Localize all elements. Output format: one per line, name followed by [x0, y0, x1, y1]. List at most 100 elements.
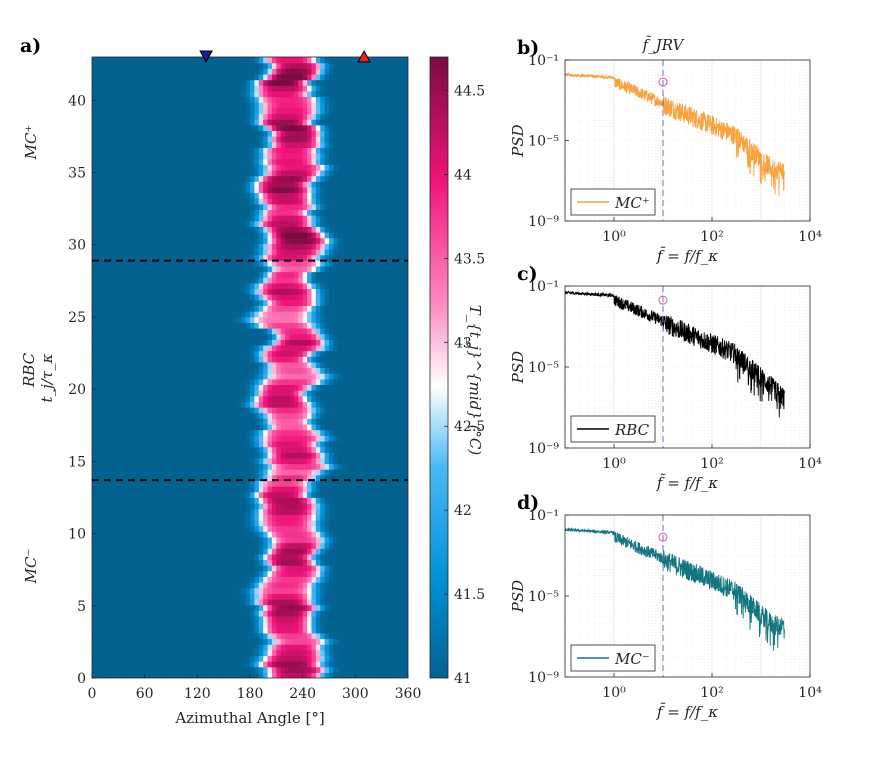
heat-cell [96, 598, 102, 606]
heat-cell [346, 412, 352, 419]
heat-cell [241, 373, 247, 380]
heat-cell [342, 491, 348, 498]
heat-cell [219, 627, 225, 634]
heat-cell [280, 570, 286, 577]
heat-cell [210, 429, 216, 436]
heat-cell [324, 322, 330, 329]
heat-cell [236, 638, 242, 645]
heat-cell [96, 661, 102, 668]
heat-cell [96, 491, 102, 498]
heat-cell [254, 463, 260, 470]
heat-cell [302, 344, 308, 352]
heat-cell [149, 282, 155, 290]
heat-cell [386, 519, 392, 527]
heat-cell [149, 412, 155, 419]
heat-cell [100, 440, 106, 448]
heat-cell [197, 407, 203, 414]
heat-cell [333, 655, 339, 662]
heat-cell [276, 395, 282, 402]
heat-cell [289, 311, 295, 318]
heat-cell [258, 463, 264, 470]
heat-cell [263, 356, 269, 363]
heat-cell [175, 333, 181, 340]
heat-cell [280, 672, 286, 678]
heat-cell [386, 644, 392, 651]
heat-cell [127, 469, 133, 476]
heat-cell [267, 339, 273, 346]
heat-cell [258, 615, 264, 623]
heat-cell [210, 356, 216, 363]
heat-cell [320, 463, 326, 470]
heat-cell [394, 525, 400, 532]
heat-cell [390, 446, 396, 453]
heat-cell [342, 615, 348, 623]
heat-cell [276, 525, 282, 532]
heat-cell [109, 531, 115, 538]
heat-cell [214, 401, 220, 408]
heat-cell [232, 593, 238, 600]
heat-cell [214, 542, 220, 549]
heat-cell [162, 508, 168, 515]
heat-cell [232, 305, 238, 312]
heat-cell [285, 655, 291, 662]
heat-cell [236, 582, 242, 589]
heat-cell [250, 497, 255, 504]
heat-cell [232, 339, 238, 346]
heat-cell [276, 435, 282, 442]
heat-cell [293, 598, 299, 606]
heat-cell [364, 666, 370, 673]
heat-cell [241, 418, 247, 425]
heat-cell [311, 418, 317, 425]
heat-cell [390, 638, 396, 645]
heat-cell [232, 440, 238, 448]
heat-cell [329, 514, 334, 521]
heat-cell [113, 344, 119, 352]
heat-cell [258, 531, 264, 538]
heat-cell [140, 593, 146, 600]
heat-cell [324, 525, 330, 532]
heat-cell [201, 322, 207, 329]
heat-cell [135, 390, 141, 397]
heat-cell [386, 356, 392, 363]
heat-cell [201, 553, 207, 561]
heat-cell [271, 553, 277, 561]
heat-cell [171, 644, 176, 651]
heat-cell [241, 311, 247, 318]
heat-cell [131, 299, 137, 306]
heat-cell [188, 649, 194, 657]
heat-cell [206, 327, 212, 335]
heat-cell [280, 423, 286, 431]
heat-cell [144, 559, 150, 566]
heat-cell [289, 672, 295, 678]
heat-cell [210, 282, 216, 290]
heat-cell [175, 536, 181, 544]
heat-cell [113, 350, 119, 357]
heat-cell [109, 576, 115, 583]
heat-cell [302, 559, 308, 566]
heat-cell [280, 384, 286, 391]
heat-cell [122, 327, 128, 335]
heat-cell [346, 582, 352, 589]
heat-cell [184, 502, 190, 510]
heat-cell [184, 356, 190, 363]
heat-cell [171, 423, 176, 431]
heat-cell [140, 486, 146, 493]
heat-cell [324, 423, 330, 431]
heat-cell [355, 344, 361, 352]
heat-cell [210, 384, 216, 391]
heat-cell [359, 565, 365, 572]
heat-cell [285, 440, 291, 448]
heat-cell [122, 553, 128, 561]
heat-cell [377, 339, 383, 346]
heat-cell [250, 508, 255, 515]
heat-cell [293, 565, 299, 572]
heat-cell [337, 632, 343, 640]
heat-cell [122, 339, 128, 346]
heat-cell [390, 440, 396, 448]
heat-cell [127, 610, 133, 617]
heat-cell [298, 559, 304, 566]
heat-cell [302, 322, 308, 329]
heat-cell [329, 649, 334, 657]
heat-cell [109, 333, 115, 340]
heat-cell [96, 373, 102, 380]
